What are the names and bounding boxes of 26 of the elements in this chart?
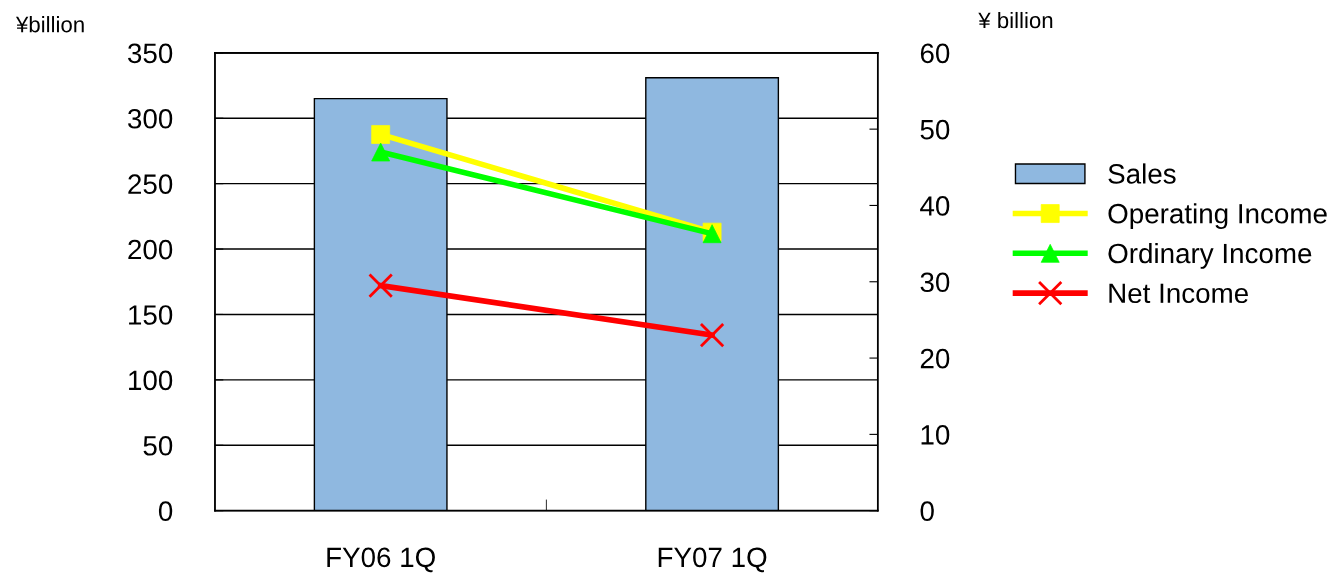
- y2-tick-label: 30: [920, 272, 950, 293]
- y-tick-label: 250: [128, 174, 173, 194]
- y-tick-label: 300: [128, 108, 173, 129]
- point: [371, 125, 391, 144]
- legend-label: Sales: [1108, 163, 1176, 184]
- y2-tick-label: 20: [920, 348, 950, 369]
- y-tick-label: 50: [143, 435, 173, 456]
- y-tick-label: 350: [128, 43, 173, 64]
- y-tick-label: 150: [129, 305, 173, 325]
- y-tick-label: 100: [129, 370, 173, 391]
- point: [699, 322, 725, 348]
- legend-label: Net Income: [1109, 283, 1248, 304]
- y2-tick-label: 10: [921, 425, 950, 445]
- y2-axis-title: ¥ billion: [978, 11, 1053, 29]
- point: [368, 273, 394, 299]
- y2-tick-label: 50: [920, 119, 950, 140]
- y2-tick-label: 0: [920, 501, 934, 522]
- x-tick-label: FY07 1Q: [658, 547, 767, 573]
- y2-tick-label: 60: [920, 43, 950, 64]
- y2-tick-label: 40: [920, 196, 950, 216]
- y-tick-label: 200: [128, 239, 173, 260]
- legend-label: Ordinary Income: [1108, 242, 1312, 269]
- x-tick-label: FY06 1Q: [327, 547, 435, 573]
- y-tick-label: 0: [158, 501, 173, 522]
- y-axis-title: ¥billion: [15, 16, 84, 33]
- legend-label: Operating Income: [1108, 203, 1327, 230]
